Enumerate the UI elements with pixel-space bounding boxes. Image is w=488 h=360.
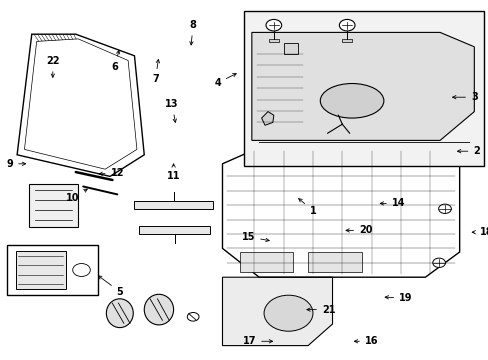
Text: 9: 9 xyxy=(6,159,25,169)
Text: 13: 13 xyxy=(165,99,179,122)
Bar xyxy=(134,201,212,209)
Bar xyxy=(16,251,66,289)
Polygon shape xyxy=(251,32,473,140)
Bar xyxy=(7,245,98,295)
Bar xyxy=(342,39,351,42)
Text: 7: 7 xyxy=(152,59,159,84)
Polygon shape xyxy=(261,112,273,125)
Polygon shape xyxy=(222,277,332,346)
Text: 1: 1 xyxy=(298,199,316,216)
Circle shape xyxy=(187,312,199,321)
Ellipse shape xyxy=(106,299,133,328)
Bar xyxy=(268,39,278,42)
Circle shape xyxy=(438,204,450,213)
Bar xyxy=(283,43,298,54)
Bar xyxy=(29,184,78,227)
Text: 19: 19 xyxy=(385,293,412,303)
Bar xyxy=(139,226,210,234)
Ellipse shape xyxy=(320,84,383,118)
Text: 12: 12 xyxy=(99,168,124,178)
Text: 16: 16 xyxy=(354,336,378,346)
Text: 2: 2 xyxy=(457,146,479,156)
Text: 10: 10 xyxy=(65,189,87,203)
Text: 18: 18 xyxy=(471,227,488,237)
Bar xyxy=(307,252,361,272)
Text: 3: 3 xyxy=(452,92,477,102)
Circle shape xyxy=(339,19,354,31)
Text: 20: 20 xyxy=(346,225,372,235)
Text: 4: 4 xyxy=(214,73,236,88)
Ellipse shape xyxy=(144,294,173,325)
Text: 5: 5 xyxy=(98,276,123,297)
Circle shape xyxy=(432,258,445,267)
Text: 17: 17 xyxy=(242,336,272,346)
Text: 14: 14 xyxy=(380,198,405,208)
Text: 15: 15 xyxy=(241,232,269,242)
Text: 21: 21 xyxy=(306,305,335,315)
Bar xyxy=(244,11,483,166)
Text: 22: 22 xyxy=(46,56,60,77)
Text: 8: 8 xyxy=(189,20,196,45)
Circle shape xyxy=(264,295,312,331)
Text: 11: 11 xyxy=(166,164,180,181)
Circle shape xyxy=(265,19,281,31)
Text: 6: 6 xyxy=(111,50,120,72)
Bar xyxy=(239,252,293,272)
